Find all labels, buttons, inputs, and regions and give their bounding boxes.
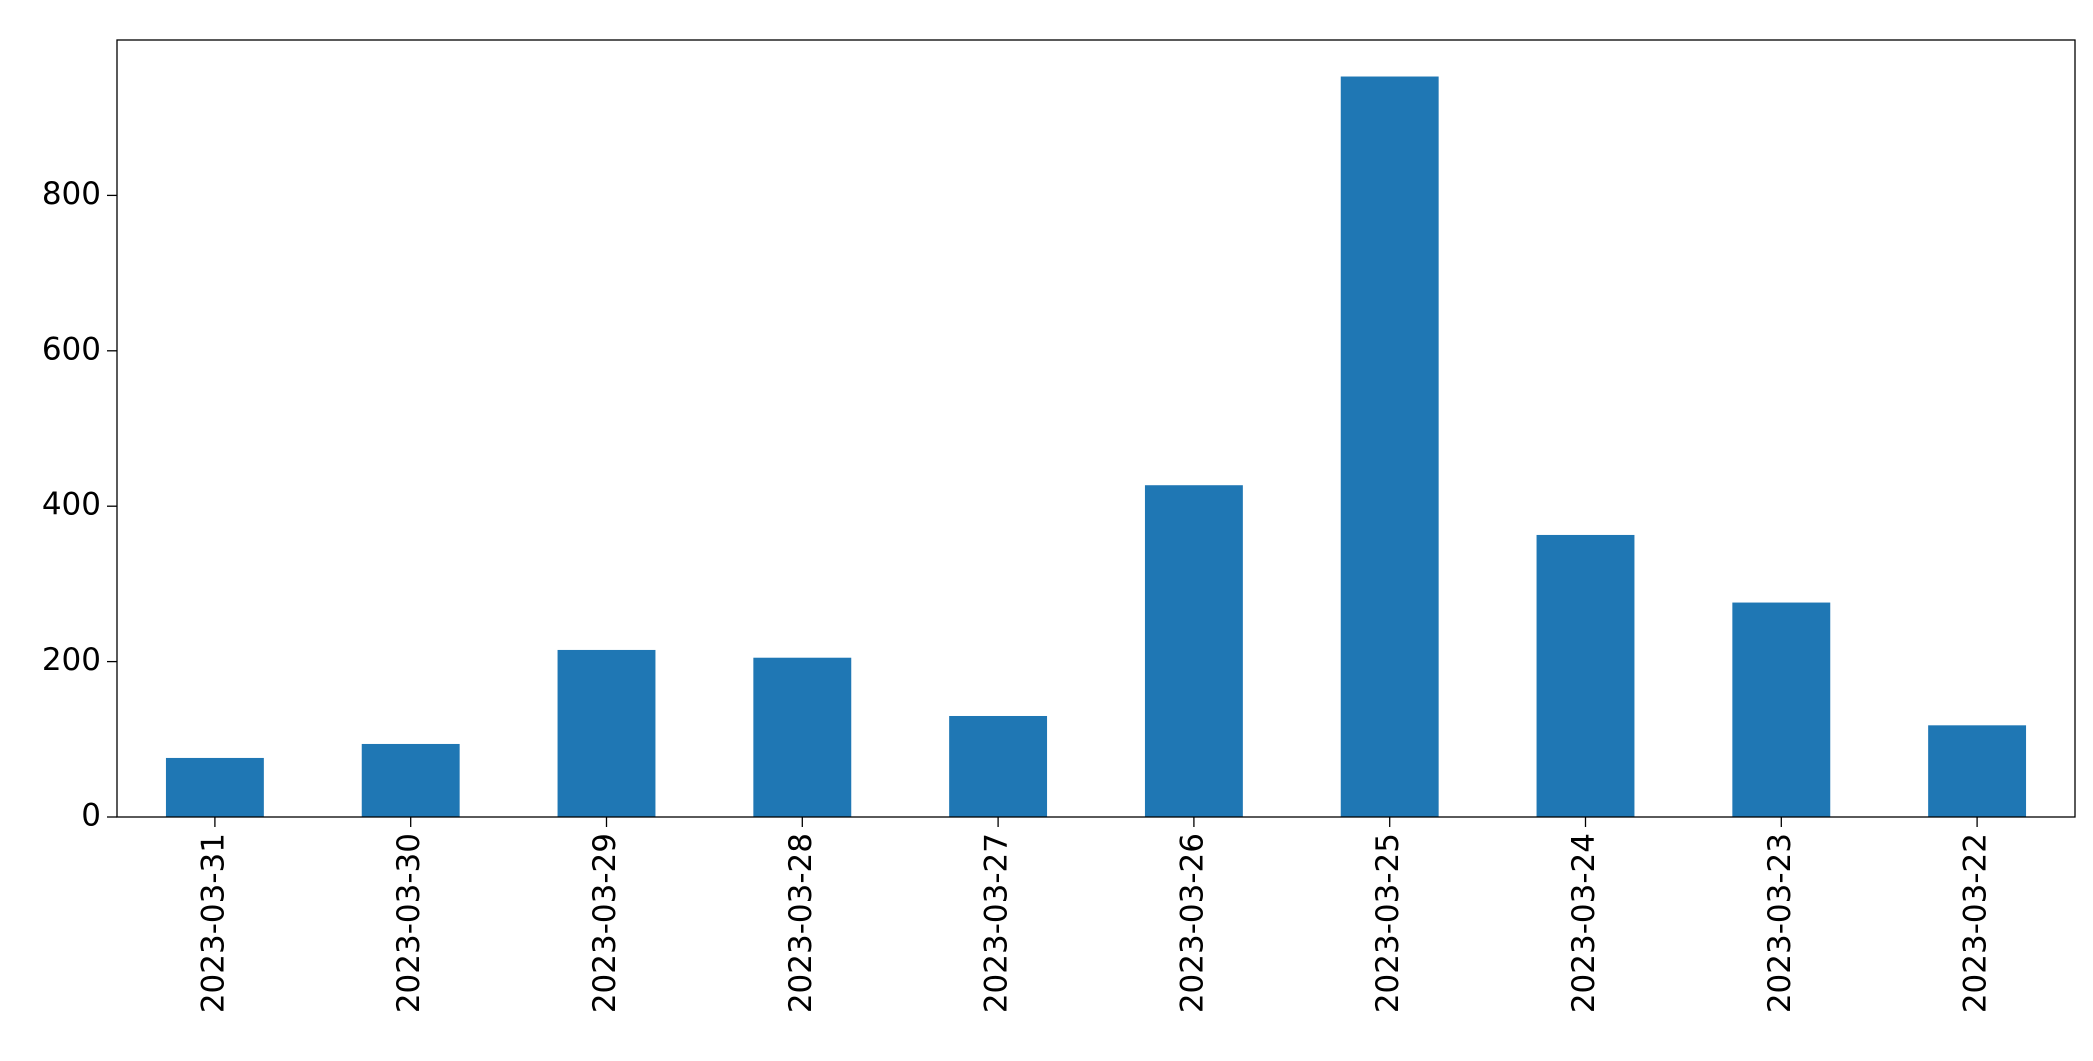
x-tick-label: 2023-03-30 xyxy=(391,833,427,1013)
bar xyxy=(1732,602,1831,817)
bar xyxy=(165,757,264,817)
plot-frame xyxy=(116,39,2076,818)
bar xyxy=(361,743,460,817)
y-tick-label: 600 xyxy=(42,331,101,367)
x-tick-label: 2023-03-29 xyxy=(587,833,623,1013)
bar xyxy=(1144,485,1243,817)
x-tick-label: 2023-03-31 xyxy=(195,833,231,1013)
bar xyxy=(1928,725,2027,817)
x-tick-label: 2023-03-27 xyxy=(979,833,1015,1013)
bar xyxy=(1536,534,1635,817)
bar xyxy=(1340,76,1439,818)
x-tick-label: 2023-03-22 xyxy=(1958,833,1994,1013)
y-tick-label: 800 xyxy=(42,176,101,212)
bar xyxy=(753,657,852,817)
y-tick-label: 0 xyxy=(81,798,101,834)
x-tick-label: 2023-03-24 xyxy=(1566,833,1602,1013)
x-tick-label: 2023-03-28 xyxy=(783,833,819,1013)
y-tick-label: 400 xyxy=(42,487,101,523)
y-tick-label: 200 xyxy=(42,642,101,678)
x-tick-label: 2023-03-25 xyxy=(1370,833,1406,1013)
x-tick-label: 2023-03-26 xyxy=(1174,833,1210,1013)
bar xyxy=(557,649,656,817)
x-tick-label: 2023-03-23 xyxy=(1762,833,1798,1013)
bar xyxy=(949,715,1048,817)
